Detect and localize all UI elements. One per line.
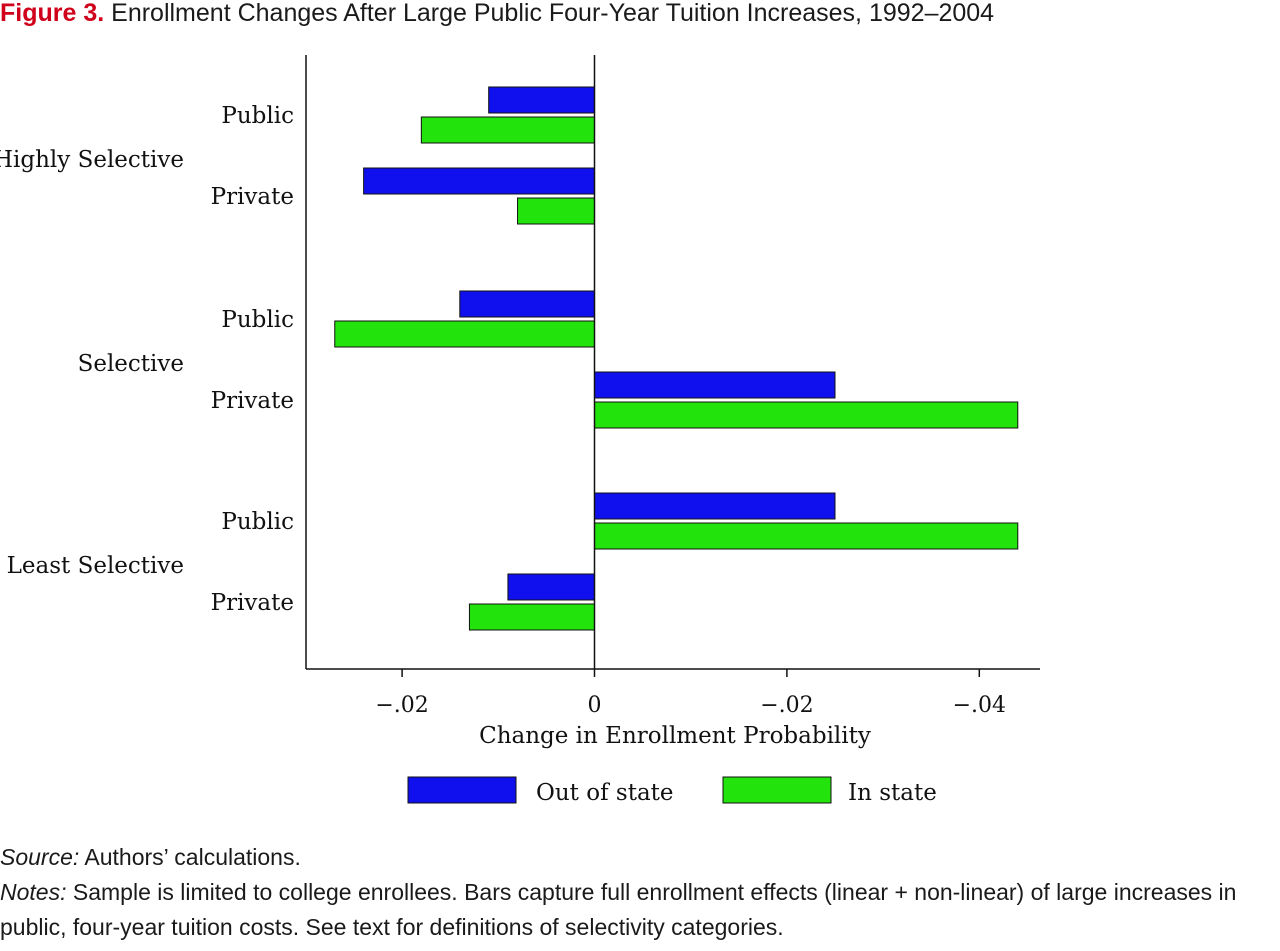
figure-title: Figure 3. Enrollment Changes After Large… [0, 0, 1280, 28]
bar-in-state [420, 116, 595, 144]
notes-line: Notes: Sample is limited to college enro… [0, 875, 1280, 945]
bar-out-of-state [488, 86, 595, 114]
x-tick-label: 0 [588, 693, 602, 718]
bar-chart: Public Private Highly Selective Public Priva… [0, 55, 1040, 806]
legend-label: Out of state [536, 780, 674, 806]
bars-layer [334, 86, 1019, 631]
bar-out-of-state [363, 167, 595, 195]
bar-out-of-state [594, 492, 836, 520]
subgroup-label: Private [211, 388, 294, 414]
bar-out-of-state [507, 573, 596, 601]
legend: Out of state In state [407, 776, 937, 806]
source-line: Source: Authors’ calculations. [0, 840, 1280, 875]
source-label: Source: [0, 844, 80, 870]
bar-in-state [334, 320, 595, 348]
axes-layer [305, 55, 1040, 677]
figure-title-text: Enrollment Changes After Large Public Fo… [111, 0, 995, 27]
notes-text: Sample is limited to college enrollees. … [0, 879, 1237, 940]
x-tick-label: −.02 [760, 693, 813, 718]
x-tick-label: −.04 [953, 693, 1006, 718]
subgroup-label: Public [221, 103, 294, 129]
group-label: Highly Selective [0, 147, 184, 173]
source-text: Authors’ calculations. [79, 844, 301, 870]
legend-swatch [722, 776, 832, 804]
notes-label: Notes: [0, 879, 67, 905]
bar-out-of-state [459, 290, 595, 318]
bar-in-state [517, 197, 595, 225]
bar-in-state [594, 401, 1019, 429]
subgroup-label: Private [211, 590, 294, 616]
subgroup-label: Public [221, 307, 294, 333]
x-tick-label: −.02 [375, 693, 428, 718]
bar-in-state [468, 603, 595, 631]
figure-notes: Source: Authors’ calculations. Notes: Sa… [0, 840, 1280, 945]
subgroup-label: Private [211, 184, 294, 210]
bar-in-state [594, 522, 1019, 550]
group-label: Least Selective [7, 553, 184, 579]
legend-label: In state [848, 780, 937, 806]
group-label: Selective [78, 351, 184, 377]
x-axis-title: Change in Enrollment Probability [479, 723, 871, 749]
figure-label: Figure 3. [0, 0, 105, 27]
bar-out-of-state [594, 371, 836, 399]
labels-layer: Public Private Highly Selective Public Priva… [0, 103, 1006, 749]
subgroup-label: Public [221, 509, 294, 535]
legend-swatch [407, 776, 517, 804]
